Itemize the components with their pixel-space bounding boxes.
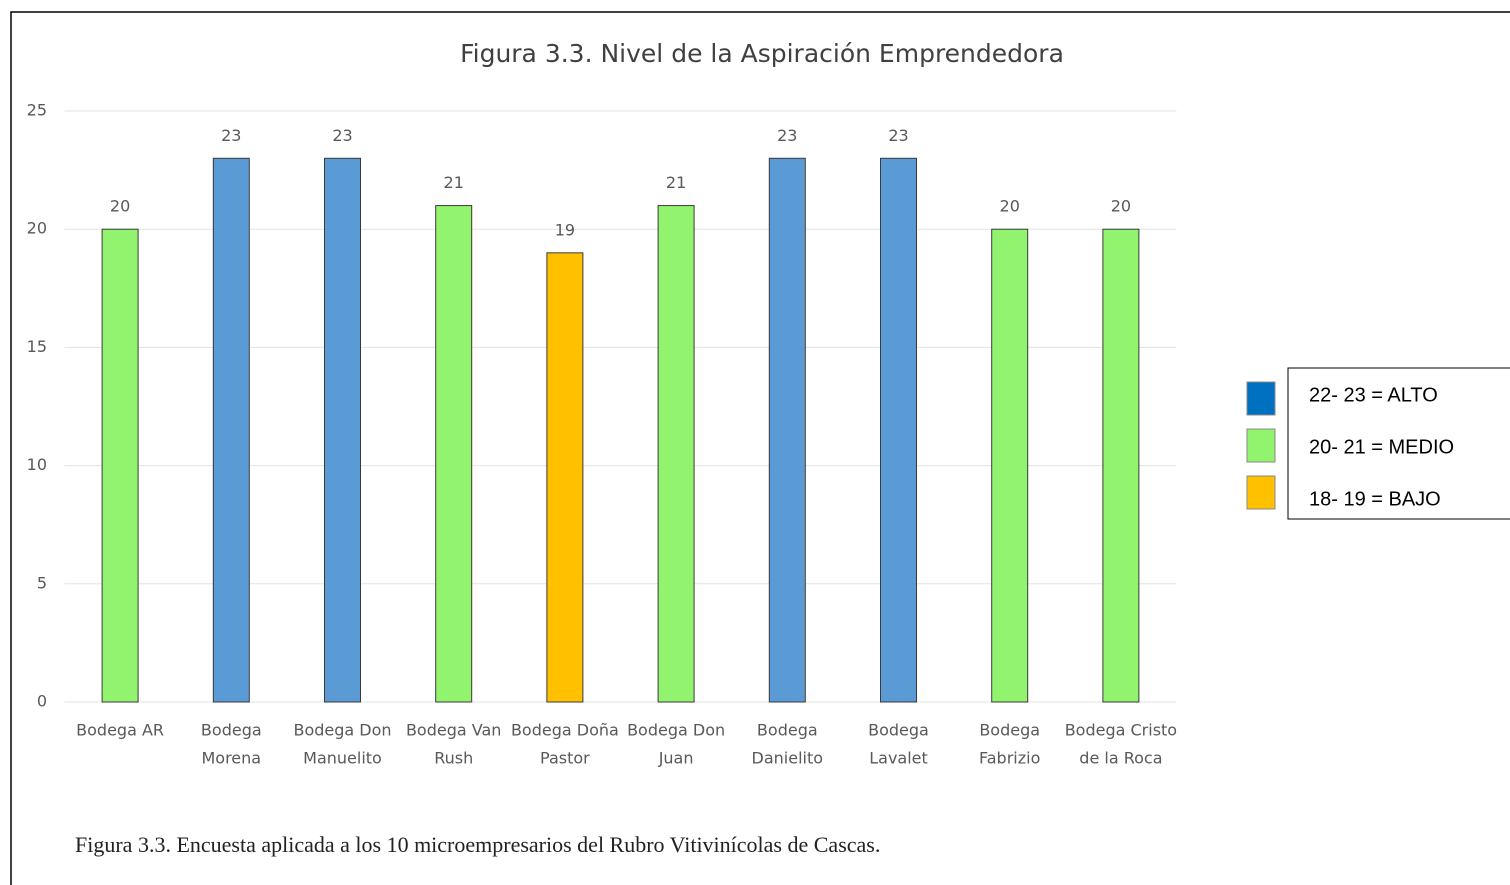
x-tick-label: Bodega — [868, 721, 929, 740]
bar — [1102, 228, 1140, 703]
legend-box — [1287, 367, 1510, 520]
data-label: 20 — [110, 197, 130, 216]
bar — [212, 157, 250, 703]
legend-swatch — [1246, 428, 1276, 463]
legend-label: 22- 23 = ALTO — [1309, 384, 1438, 406]
x-tick-label: Pastor — [540, 749, 590, 768]
x-tick-label: Rush — [434, 749, 473, 768]
data-label: 23 — [332, 126, 352, 145]
x-tick-label: de la Roca — [1079, 749, 1162, 768]
y-tick-label: 0 — [37, 692, 47, 711]
x-tick-label: Bodega Cristo — [1065, 721, 1177, 740]
frame — [10, 11, 1510, 885]
bar — [101, 228, 139, 703]
x-tick-label: Bodega Don — [293, 721, 391, 740]
bar — [768, 157, 806, 703]
y-tick-label: 5 — [37, 573, 47, 592]
x-tick-label: Morena — [201, 749, 261, 768]
legend-swatch — [1246, 381, 1276, 416]
x-tick-label: Bodega Van — [406, 721, 501, 740]
x-tick-label: Manuelito — [303, 749, 382, 768]
y-tick-label: 10 — [27, 455, 47, 474]
data-label: 19 — [555, 220, 575, 239]
bar — [435, 205, 473, 703]
y-tick-label: 15 — [27, 337, 47, 356]
chart-title: Figura 3.3. Nivel de la Aspiración Empre… — [460, 39, 1064, 68]
x-tick-label: Danielito — [752, 749, 824, 768]
x-tick-label: Lavalet — [869, 749, 928, 768]
y-tick-label: 20 — [27, 219, 47, 238]
x-tick-label: Bodega — [979, 721, 1040, 740]
bar — [657, 205, 695, 703]
y-tick-label: 25 — [27, 101, 47, 120]
x-tick-label: Bodega — [201, 721, 262, 740]
bar — [324, 157, 361, 703]
data-label: 23 — [888, 126, 908, 145]
data-label: 20 — [1000, 197, 1020, 216]
bar — [880, 157, 917, 703]
data-label: 21 — [666, 173, 686, 192]
legend-label: 20- 21 = MEDIO — [1309, 436, 1454, 458]
x-tick-label: Juan — [658, 749, 694, 768]
x-tick-label: Fabrizio — [979, 749, 1040, 768]
bar — [546, 252, 584, 703]
data-label: 20 — [1111, 197, 1131, 216]
legend-label: 18- 19 = BAJO — [1309, 488, 1441, 510]
data-label: 23 — [777, 126, 797, 145]
x-tick-label: Bodega AR — [76, 721, 164, 740]
legend-swatch — [1246, 475, 1276, 510]
x-tick-label: Bodega — [757, 721, 818, 740]
bar — [991, 228, 1029, 703]
caption: Figura 3.3. Encuesta aplicada a los 10 m… — [75, 832, 880, 857]
x-tick-label: Bodega Doña — [511, 721, 619, 740]
data-label: 21 — [444, 173, 464, 192]
data-label: 23 — [221, 126, 241, 145]
x-tick-label: Bodega Don — [627, 721, 725, 740]
